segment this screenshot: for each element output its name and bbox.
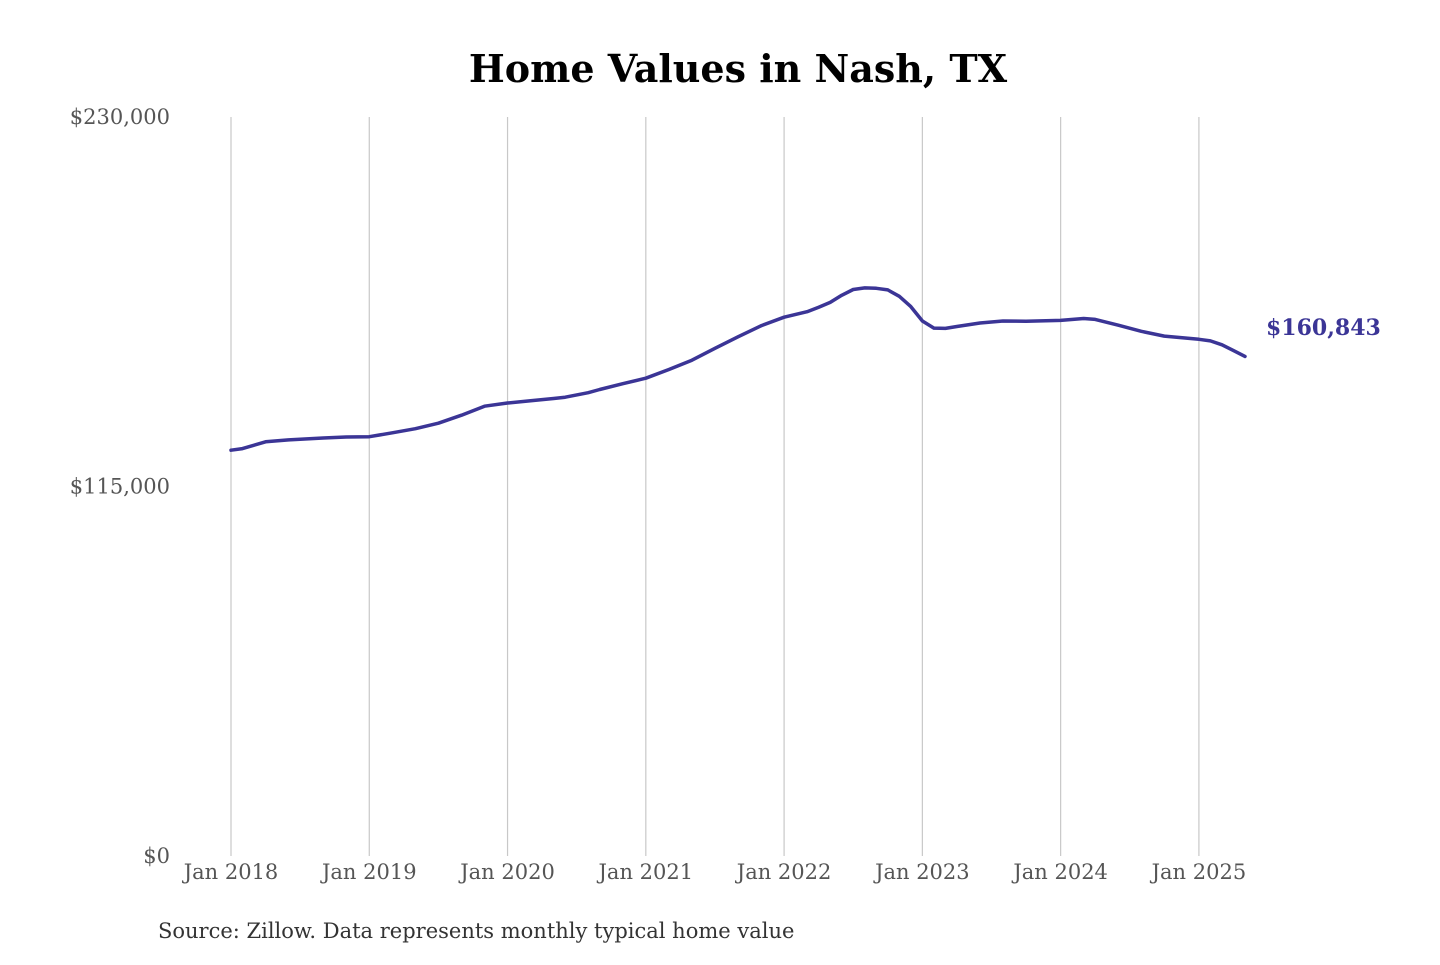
y-tick-label: $230,000 — [70, 105, 170, 129]
x-tick-label: Jan 2020 — [458, 860, 555, 884]
series-line-0 — [229, 286, 1247, 452]
x-tick-label: Jan 2022 — [735, 860, 832, 884]
x-tick-label: Jan 2018 — [182, 860, 279, 884]
gridlines — [230, 117, 1200, 856]
x-tick-label: Jan 2019 — [320, 860, 417, 884]
end-value-label: $160,843 — [1266, 315, 1381, 341]
x-tick-label: Jan 2024 — [1011, 860, 1108, 884]
chart-title: Home Values in Nash, TX — [469, 46, 1008, 91]
x-tick-label: Jan 2023 — [873, 860, 970, 884]
y-tick-label: $115,000 — [70, 475, 170, 499]
series-group — [229, 286, 1247, 452]
x-axis-ticks: Jan 2018 Jan 2019 Jan 2020 Jan 2021 Jan 2022… — [182, 860, 1247, 884]
source-note: Source: Zillow. Data represents monthly … — [158, 919, 794, 943]
x-tick-label: Jan 2025 — [1150, 860, 1247, 884]
x-tick-label: Jan 2021 — [597, 860, 694, 884]
y-axis-ticks: $230,000 $115,000 $0 — [70, 105, 170, 868]
y-tick-label: $0 — [143, 844, 170, 868]
